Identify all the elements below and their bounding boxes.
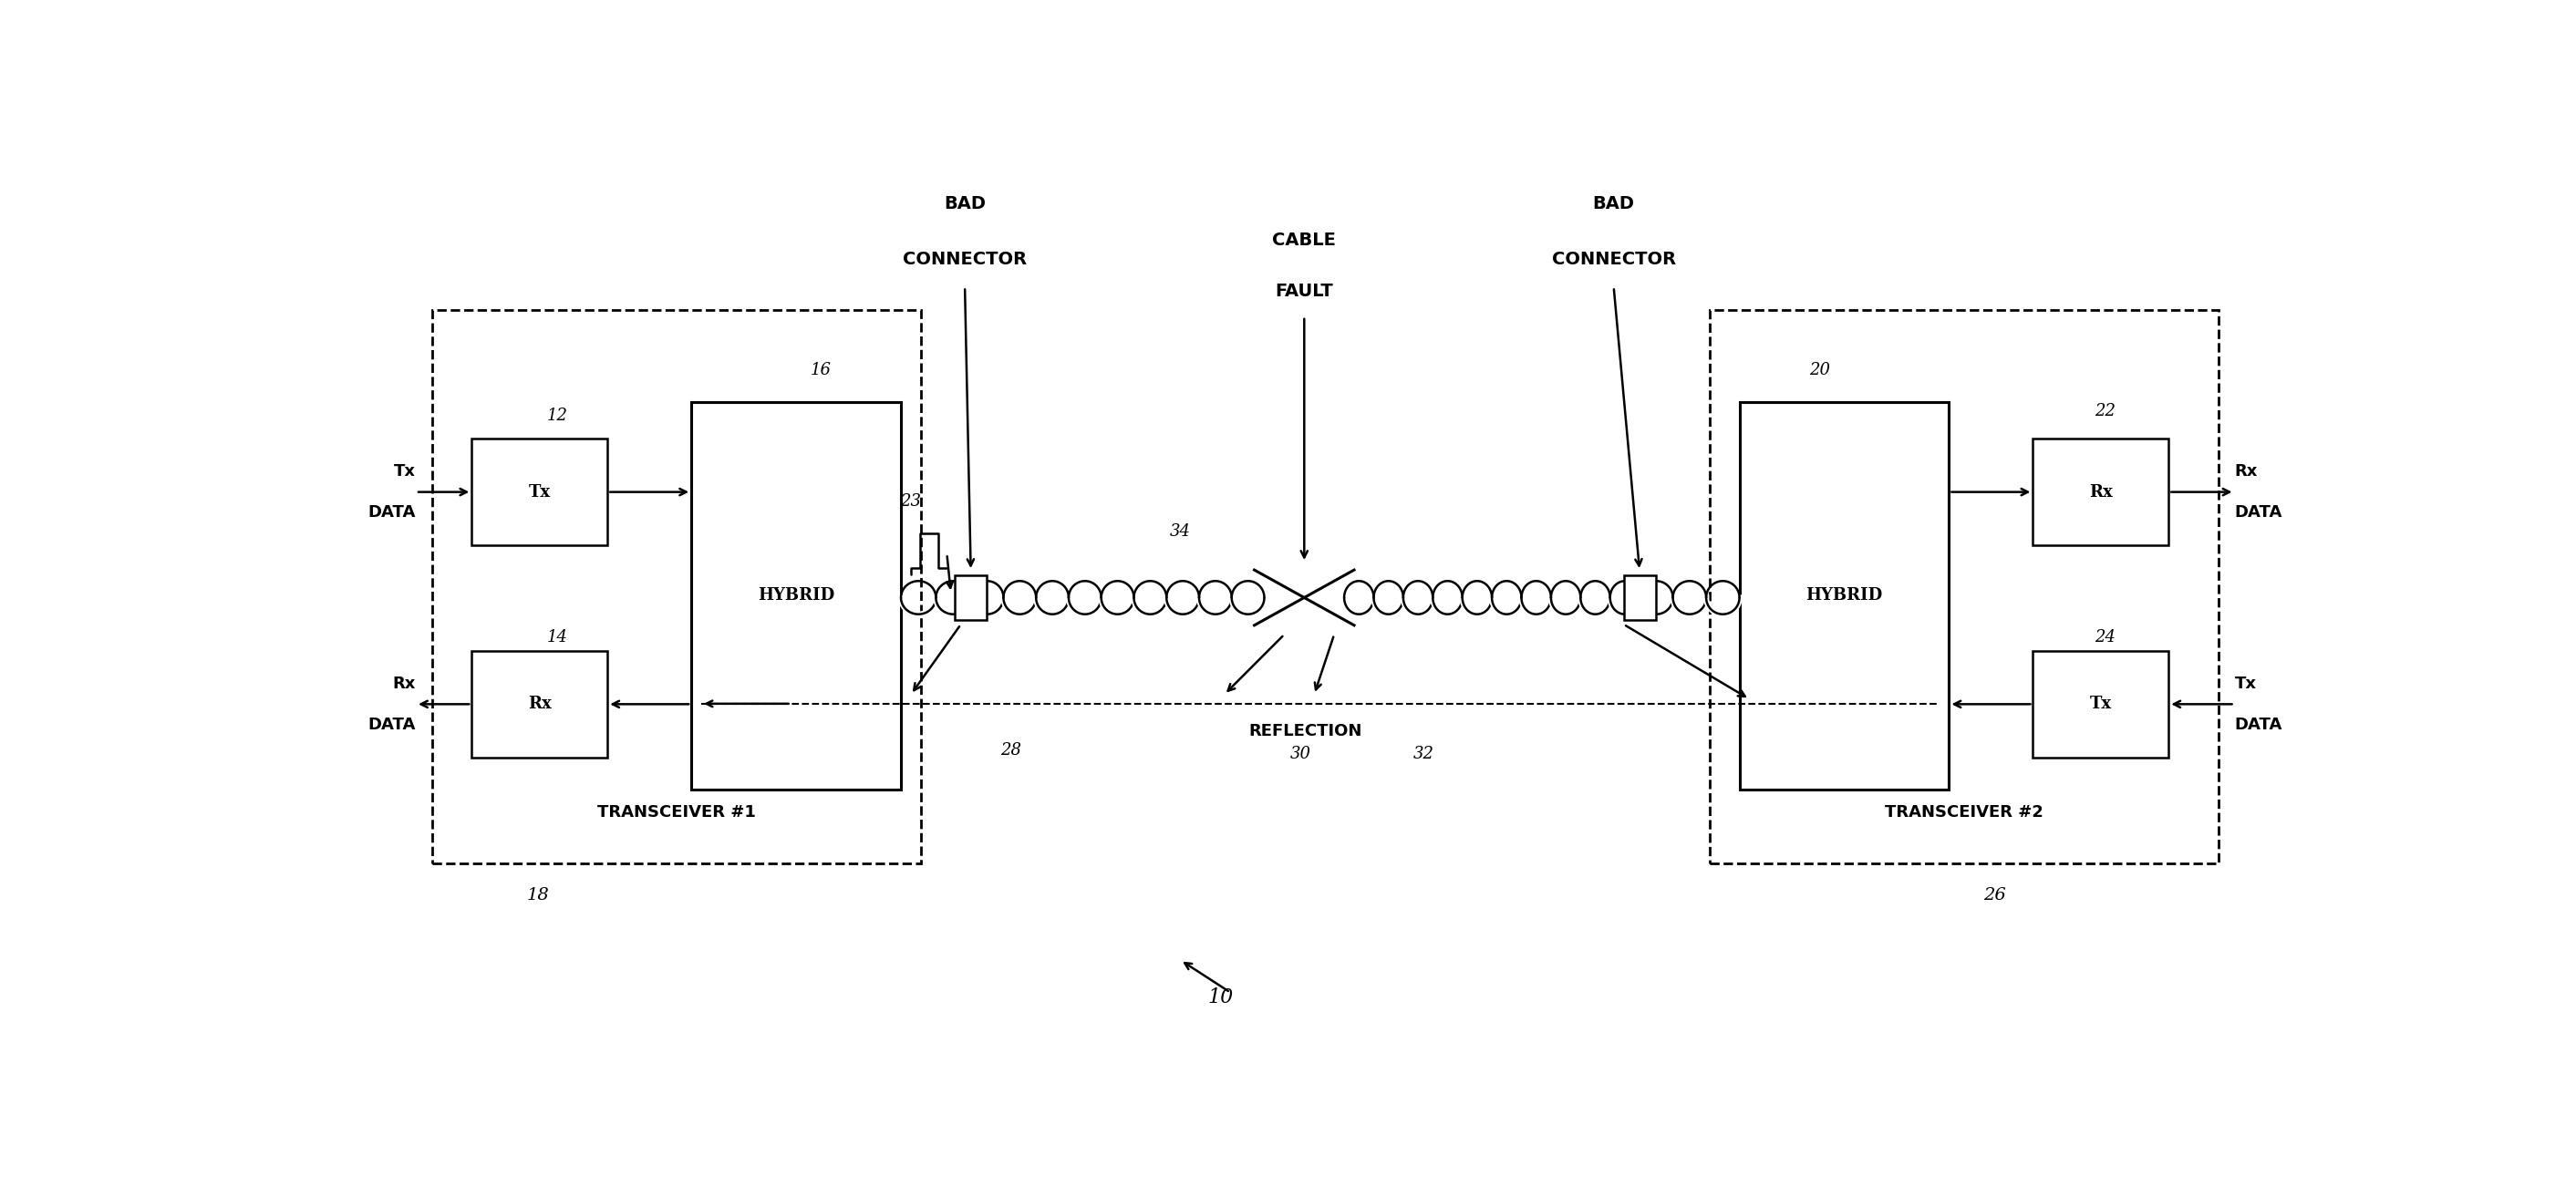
Text: DATA: DATA xyxy=(368,504,415,520)
Text: CABLE: CABLE xyxy=(1273,232,1337,249)
Text: 23: 23 xyxy=(902,494,922,510)
Bar xyxy=(471,438,608,545)
Text: 34: 34 xyxy=(1170,524,1190,539)
Bar xyxy=(471,652,608,757)
Text: 12: 12 xyxy=(546,407,569,424)
Text: 18: 18 xyxy=(526,888,549,903)
Text: CONNECTOR: CONNECTOR xyxy=(1551,250,1677,267)
Text: Rx: Rx xyxy=(528,696,551,713)
Bar xyxy=(690,403,902,789)
Text: 32: 32 xyxy=(1414,746,1435,763)
Text: HYBRID: HYBRID xyxy=(757,587,835,604)
Text: Rx: Rx xyxy=(2233,464,2257,480)
Text: 14: 14 xyxy=(546,629,569,646)
Text: HYBRID: HYBRID xyxy=(1806,587,1883,604)
Text: DATA: DATA xyxy=(368,716,415,733)
Text: Tx: Tx xyxy=(528,484,551,501)
Text: 16: 16 xyxy=(811,362,832,377)
Text: TRANSCEIVER #1: TRANSCEIVER #1 xyxy=(598,804,755,821)
Text: BAD: BAD xyxy=(1592,195,1636,212)
Text: Rx: Rx xyxy=(392,676,415,692)
Text: Tx: Tx xyxy=(394,464,415,480)
Text: REFLECTION: REFLECTION xyxy=(1249,724,1363,739)
Text: Tx: Tx xyxy=(2089,696,2112,713)
Bar xyxy=(1739,403,1950,789)
Text: BAD: BAD xyxy=(943,195,987,212)
Bar xyxy=(433,310,922,864)
Bar xyxy=(2032,652,2169,757)
Text: Rx: Rx xyxy=(2089,484,2112,501)
Text: TRANSCEIVER #2: TRANSCEIVER #2 xyxy=(1886,804,2043,821)
Text: 10: 10 xyxy=(1208,987,1234,1008)
Text: 30: 30 xyxy=(1291,746,1311,763)
Text: DATA: DATA xyxy=(2233,504,2282,520)
Text: CONNECTOR: CONNECTOR xyxy=(902,250,1028,267)
Text: 28: 28 xyxy=(999,743,1020,760)
Bar xyxy=(1710,310,2218,864)
Text: 24: 24 xyxy=(2094,629,2115,646)
Text: 20: 20 xyxy=(1808,362,1829,377)
Text: 26: 26 xyxy=(1984,888,2007,903)
Text: DATA: DATA xyxy=(2233,716,2282,733)
Text: Tx: Tx xyxy=(2233,676,2257,692)
Text: 22: 22 xyxy=(2094,403,2115,419)
Bar xyxy=(956,575,987,619)
Bar xyxy=(1623,575,1656,619)
Text: FAULT: FAULT xyxy=(1275,283,1334,300)
Bar xyxy=(2032,438,2169,545)
